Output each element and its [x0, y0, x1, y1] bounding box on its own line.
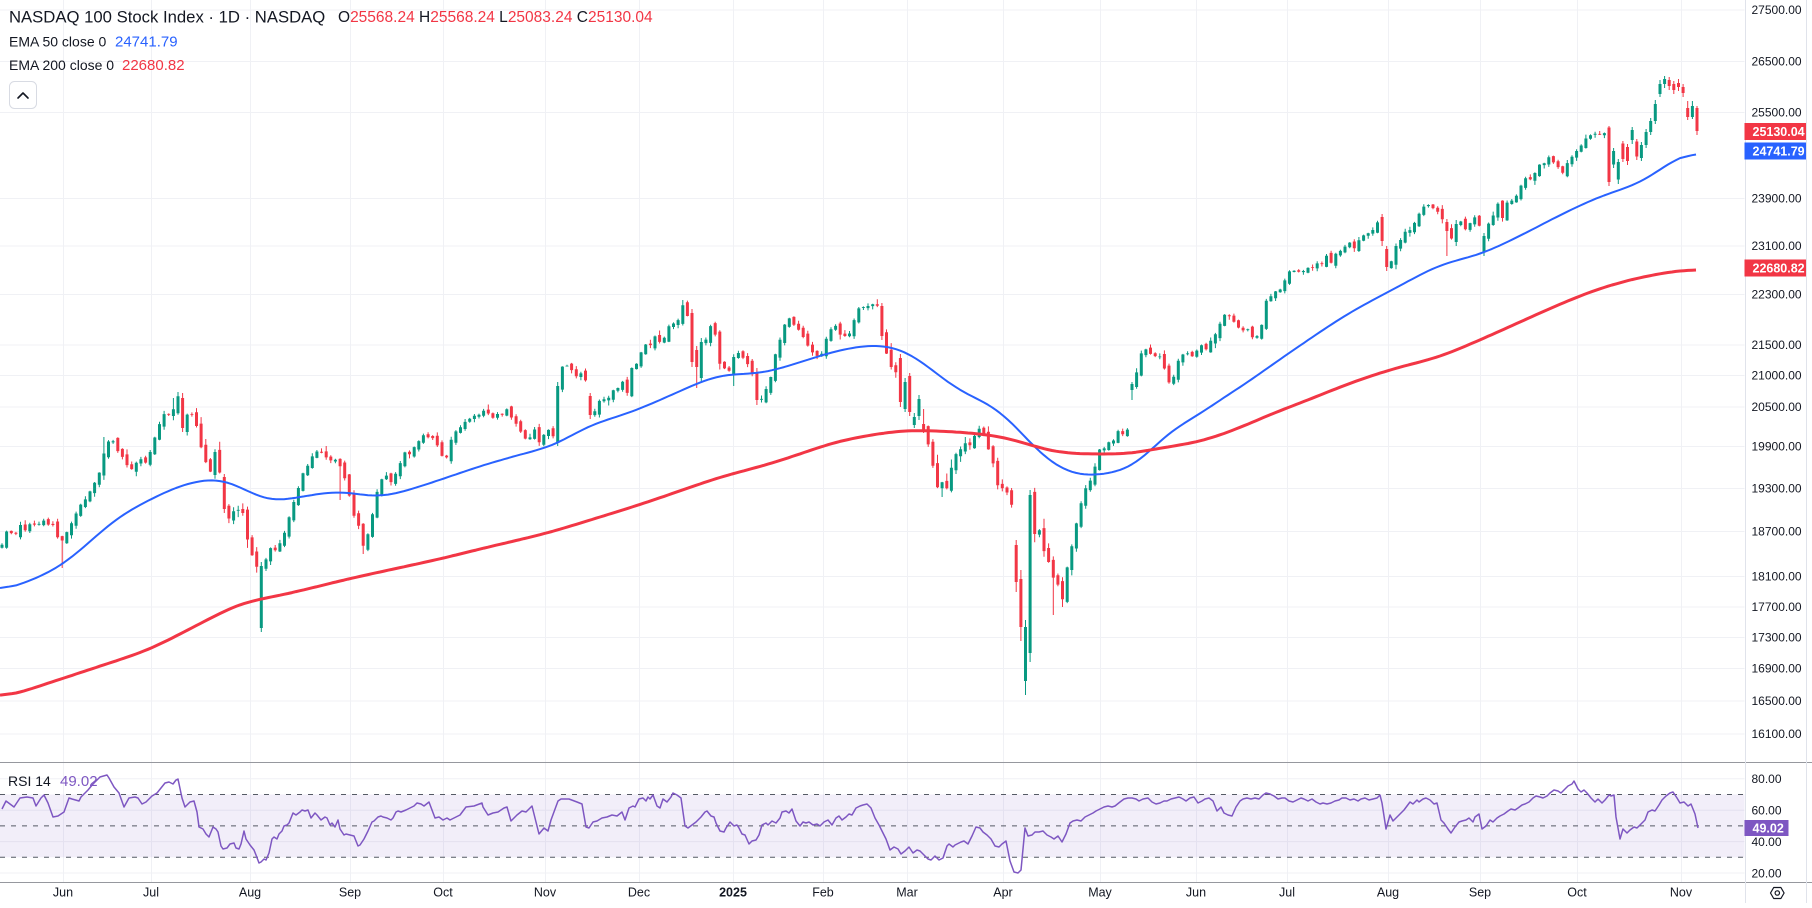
- svg-text:Nov: Nov: [534, 886, 557, 900]
- svg-text:Jul: Jul: [1279, 886, 1295, 900]
- svg-text:O25568.24 H25568.24 L25083.24: O25568.24 H25568.24 L25083.24 C25130.04: [338, 9, 653, 26]
- svg-text:23100.00: 23100.00: [1752, 239, 1802, 253]
- svg-text:16100.00: 16100.00: [1752, 727, 1802, 741]
- svg-text:25500.00: 25500.00: [1752, 105, 1802, 119]
- svg-text:Jul: Jul: [143, 886, 159, 900]
- svg-text:Dec: Dec: [628, 886, 650, 900]
- svg-text:22680.82: 22680.82: [1753, 261, 1805, 275]
- svg-text:24741.79: 24741.79: [115, 34, 178, 51]
- svg-text:21500.00: 21500.00: [1752, 338, 1802, 352]
- svg-text:49.02: 49.02: [1753, 821, 1784, 835]
- svg-text:Feb: Feb: [812, 886, 834, 900]
- svg-text:49.02: 49.02: [60, 773, 98, 790]
- svg-text:Jun: Jun: [53, 886, 73, 900]
- svg-text:2025: 2025: [719, 886, 747, 900]
- svg-text:24741.79: 24741.79: [1753, 144, 1805, 158]
- svg-text:EMA 50 close 0: EMA 50 close 0: [9, 34, 106, 50]
- svg-text:60.00: 60.00: [1752, 804, 1782, 818]
- svg-text:Nov: Nov: [1670, 886, 1693, 900]
- svg-text:20.00: 20.00: [1752, 866, 1782, 880]
- svg-text:18700.00: 18700.00: [1752, 524, 1802, 538]
- svg-text:NASDAQ 100 Stock Index · 1D ·: NASDAQ 100 Stock Index · 1D · NASDAQ: [9, 7, 325, 26]
- svg-text:21000.00: 21000.00: [1752, 368, 1802, 382]
- svg-text:18100.00: 18100.00: [1752, 569, 1802, 583]
- svg-text:May: May: [1088, 886, 1112, 900]
- svg-text:19900.00: 19900.00: [1752, 439, 1802, 453]
- svg-text:16900.00: 16900.00: [1752, 661, 1802, 675]
- svg-text:Mar: Mar: [896, 886, 918, 900]
- svg-text:Sep: Sep: [1469, 886, 1491, 900]
- svg-text:17700.00: 17700.00: [1752, 600, 1802, 614]
- svg-text:16500.00: 16500.00: [1752, 694, 1802, 708]
- svg-text:RSI 14: RSI 14: [8, 773, 51, 789]
- svg-text:80.00: 80.00: [1752, 772, 1782, 786]
- svg-text:Oct: Oct: [433, 886, 453, 900]
- svg-text:22680.82: 22680.82: [122, 57, 185, 74]
- svg-text:Aug: Aug: [239, 886, 261, 900]
- svg-text:26500.00: 26500.00: [1752, 54, 1802, 68]
- svg-text:Apr: Apr: [993, 886, 1012, 900]
- svg-text:22300.00: 22300.00: [1752, 287, 1802, 301]
- svg-text:Oct: Oct: [1567, 886, 1587, 900]
- svg-text:25130.04: 25130.04: [1753, 125, 1805, 139]
- svg-text:40.00: 40.00: [1752, 835, 1782, 849]
- svg-text:Jun: Jun: [1186, 886, 1206, 900]
- svg-text:EMA 200 close 0: EMA 200 close 0: [9, 57, 114, 73]
- svg-text:19300.00: 19300.00: [1752, 481, 1802, 495]
- svg-text:Sep: Sep: [339, 886, 361, 900]
- svg-text:17300.00: 17300.00: [1752, 630, 1802, 644]
- svg-text:Aug: Aug: [1377, 886, 1399, 900]
- svg-text:27500.00: 27500.00: [1752, 3, 1802, 17]
- svg-text:23900.00: 23900.00: [1752, 191, 1802, 205]
- svg-text:20500.00: 20500.00: [1752, 400, 1802, 414]
